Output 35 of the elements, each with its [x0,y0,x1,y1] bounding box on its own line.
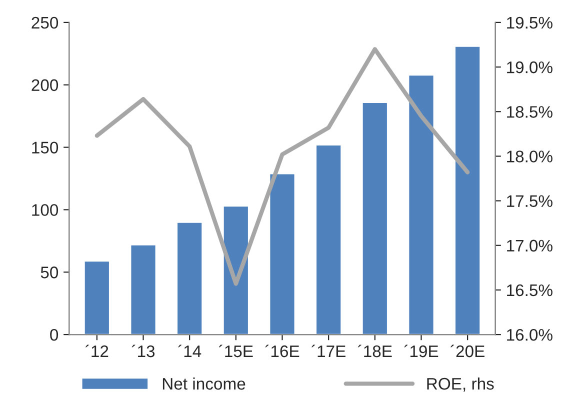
line-series [94,47,470,286]
x-tick-label: ´12 [85,344,108,358]
y-tick-label: 0 [50,328,58,341]
x-tick-label: ´18E [358,344,392,358]
bar [408,74,435,335]
x-tick-label: ´19E [404,344,438,358]
bar [83,260,110,335]
bar [268,172,296,335]
y2-tick-label: 16.5% [507,284,552,296]
bar [222,205,250,335]
y-tick-label: 150 [32,142,58,154]
bar [130,244,157,335]
bar [454,45,481,335]
bar [176,222,204,335]
y2-tick-label: 17.0% [507,240,552,252]
y2-tick-label: 19.5% [507,16,552,29]
y-tick-label: 100 [32,204,58,216]
x-tick-label: ´20E [450,344,484,358]
x-tick-label: ´13 [132,344,155,358]
y2-tick-label: 19.0% [507,61,552,74]
legend-label: ROE, rhs [427,377,494,392]
legend-label: Net income [162,377,246,390]
x-tick-label: ´16E [265,344,300,358]
x-tick-label: ´15E [218,344,253,358]
bar [315,144,342,335]
y-tick-label: 200 [32,79,58,92]
y-tick-label: 50 [40,266,58,278]
x-tick-label: ´14 [178,344,202,358]
y2-tick-label: 18.0% [507,150,552,162]
y2-tick-label: 16.0% [507,328,552,341]
x-tick-label: ´17E [312,344,346,358]
bar [361,102,388,335]
y2-tick-label: 17.5% [507,195,552,207]
y-tick-label: 250 [32,16,58,29]
y2-tick-label: 18.5% [507,106,552,118]
